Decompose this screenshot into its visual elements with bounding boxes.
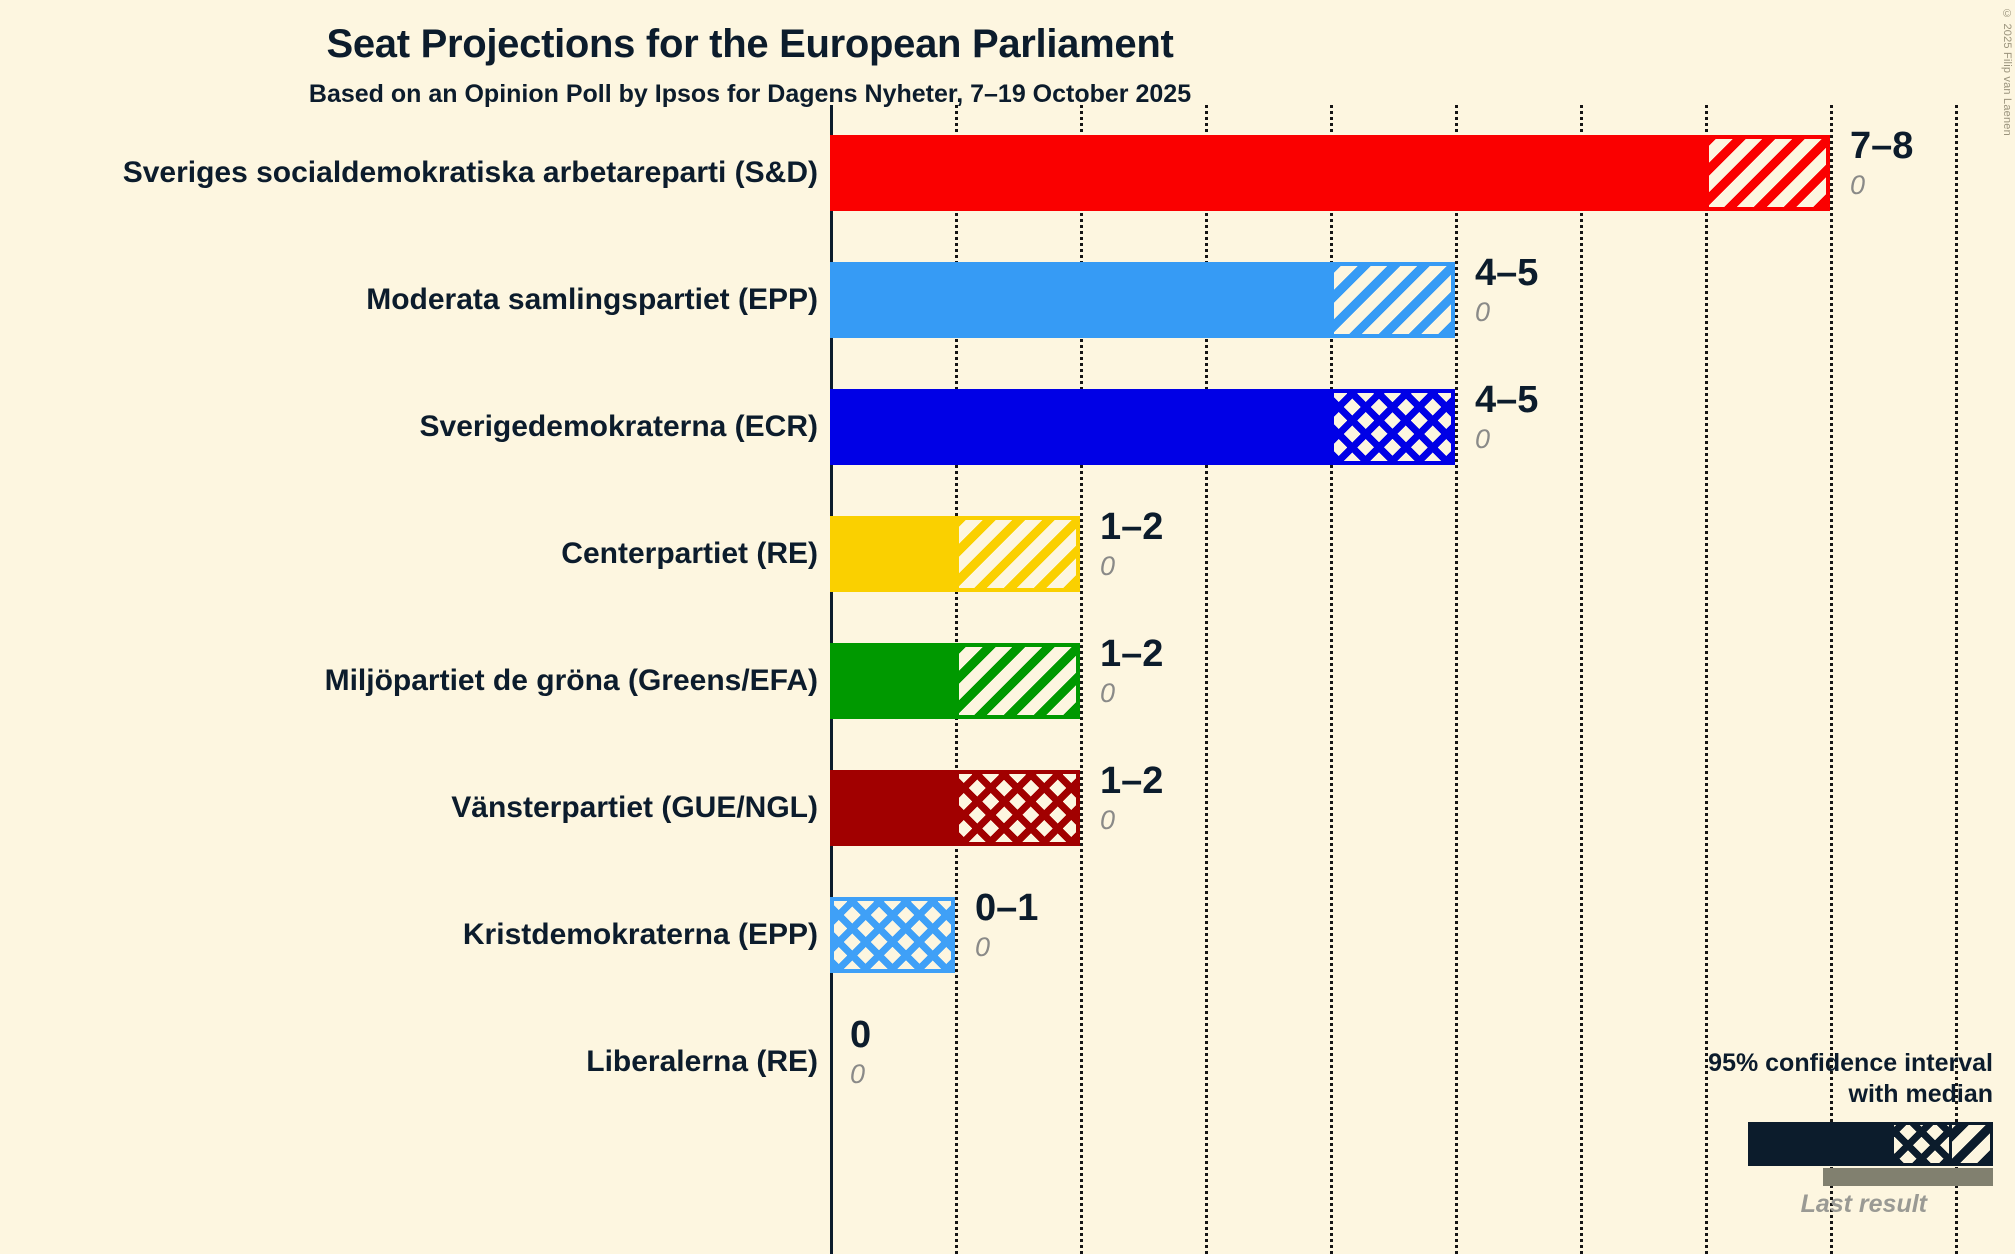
table-row: Centerpartiet (RE) 1–2 0 <box>0 490 2015 617</box>
ci-value-label: 4–5 <box>1475 379 1539 421</box>
party-label: Moderata samlingspartiet (EPP) <box>366 283 818 316</box>
ci-value-label: 4–5 <box>1475 252 1539 294</box>
bar-median-segment <box>830 770 955 846</box>
confidence-interval-bar <box>830 135 1830 211</box>
bar-uncertainty-segment <box>955 643 1080 719</box>
gridline-8 <box>1830 105 1833 1254</box>
legend-title-line2: with median <box>1848 1080 1993 1108</box>
table-row: Liberalerna (RE) 0 0 <box>0 998 2015 1125</box>
gridline-4 <box>1330 105 1333 1254</box>
value-labels: 1–2 0 <box>1100 758 1163 836</box>
gridline-9 <box>1955 105 1958 1254</box>
confidence-interval-bar <box>830 516 1080 592</box>
table-row: Miljöpartiet de gröna (Greens/EFA) 1–2 0 <box>0 617 2015 744</box>
bar-median-segment <box>830 389 1330 465</box>
last-result-label: 0 <box>1100 678 1116 708</box>
table-row: Sveriges socialdemokratiska arbetarepart… <box>0 109 2015 236</box>
bar-uncertainty-segment <box>955 770 1080 846</box>
value-labels: 1–2 0 <box>1100 504 1163 582</box>
ci-value-label: 7–8 <box>1850 125 1914 167</box>
party-label: Vänsterpartiet (GUE/NGL) <box>451 791 818 824</box>
confidence-interval-bar <box>830 262 1455 338</box>
legend-title-line1: 95% confidence interval <box>1708 1049 1993 1077</box>
legend-segment-crosshatch <box>1894 1125 1950 1163</box>
value-labels: 4–5 0 <box>1475 250 1538 328</box>
confidence-interval-bar <box>830 770 1080 846</box>
last-result-label: 0 <box>1100 805 1116 835</box>
confidence-interval-bar <box>830 643 1080 719</box>
bar-uncertainty-segment <box>1330 389 1455 465</box>
ci-value-label: 1–2 <box>1100 633 1164 675</box>
bar-uncertainty-segment <box>1705 135 1830 211</box>
legend-segment-median <box>1751 1125 1895 1163</box>
value-labels: 4–5 0 <box>1475 377 1538 455</box>
party-label: Centerpartiet (RE) <box>561 537 818 570</box>
legend: 95% confidence interval with median Last… <box>1663 1048 1993 1219</box>
legend-last-result-bar <box>1823 1168 1993 1186</box>
last-result-label: 0 <box>1100 551 1116 581</box>
table-row: Moderata samlingspartiet (EPP) 4–5 0 <box>0 236 2015 363</box>
bar-median-segment <box>830 643 955 719</box>
value-labels: 7–8 0 <box>1850 123 1913 201</box>
copyright-notice: © 2025 Filip van Laenen <box>2001 8 2013 136</box>
gridline-2 <box>1080 105 1083 1254</box>
ci-value-label: 0 <box>850 1014 872 1056</box>
confidence-interval-bar <box>830 389 1455 465</box>
ci-value-label: 1–2 <box>1100 760 1164 802</box>
bar-median-segment <box>830 516 955 592</box>
gridline-7 <box>1705 105 1708 1254</box>
table-row: Kristdemokraterna (EPP) 0–1 0 <box>0 871 2015 998</box>
last-result-label: 0 <box>1475 297 1491 327</box>
table-row: Sverigedemokraterna (ECR) 4–5 0 <box>0 363 2015 490</box>
party-label: Miljöpartiet de gröna (Greens/EFA) <box>324 664 818 697</box>
party-label: Sverigedemokraterna (ECR) <box>419 410 818 443</box>
value-labels: 0–1 0 <box>975 885 1038 963</box>
last-result-label: 0 <box>1850 170 1866 200</box>
legend-sample-bar <box>1748 1122 1993 1166</box>
bar-median-segment <box>830 135 1705 211</box>
confidence-interval-bar <box>830 897 955 973</box>
legend-last-result-label: Last result <box>1800 1190 1927 1218</box>
plot-area: Sveriges socialdemokratiska arbetarepart… <box>0 105 2015 1254</box>
party-label: Liberalerna (RE) <box>586 1045 818 1078</box>
gridline-3 <box>1205 105 1208 1254</box>
party-label: Sveriges socialdemokratiska arbetarepart… <box>122 156 818 189</box>
bar-uncertainty-segment <box>955 516 1080 592</box>
gridline-6 <box>1580 105 1583 1254</box>
legend-segment-diagonal <box>1949 1125 1990 1163</box>
bar-median-segment <box>830 262 1330 338</box>
value-labels: 1–2 0 <box>1100 631 1163 709</box>
table-row: Vänsterpartiet (GUE/NGL) 1–2 0 <box>0 744 2015 871</box>
gridline-5 <box>1455 105 1458 1254</box>
last-result-label: 0 <box>1475 424 1491 454</box>
bar-uncertainty-segment <box>1330 262 1455 338</box>
party-label: Kristdemokraterna (EPP) <box>462 918 818 951</box>
page-subtitle: Based on an Opinion Poll by Ipsos for Da… <box>308 80 1192 108</box>
ci-value-label: 1–2 <box>1100 506 1164 548</box>
confidence-interval-bar <box>830 1024 831 1100</box>
last-result-label: 0 <box>975 932 991 962</box>
last-result-label: 0 <box>850 1059 866 1089</box>
page-title: Seat Projections for the European Parlia… <box>326 22 1174 66</box>
ci-value-label: 0–1 <box>975 887 1039 929</box>
bar-uncertainty-segment <box>830 897 955 973</box>
